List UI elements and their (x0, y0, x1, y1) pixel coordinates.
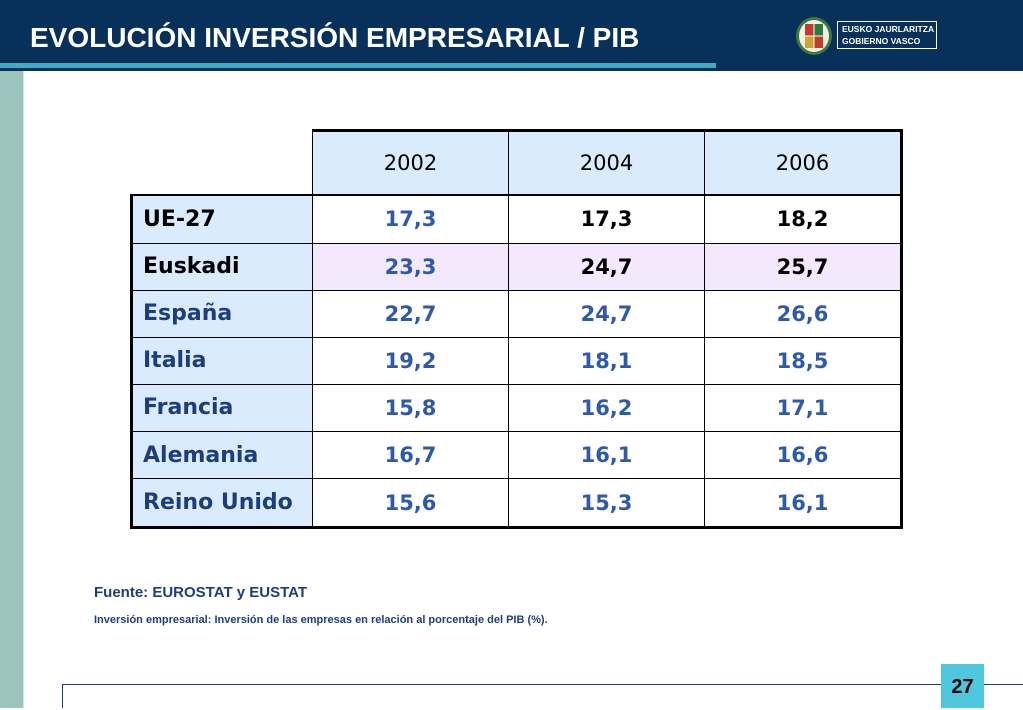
footer-rule-tick (62, 684, 63, 708)
logo-text-box: EUSKO JAURLARITZA GOBIERNO VASCO (837, 21, 937, 49)
row-label: Reino Unido (130, 478, 313, 529)
table-cell: 18,5 (704, 336, 903, 385)
table-row: España 22,7 24,7 26,6 (130, 289, 903, 338)
logo-line-basque: EUSKO JAURLARITZA (842, 24, 935, 34)
column-header: 2002 (312, 129, 509, 196)
table-row: Euskadi 23,3 24,7 25,7 (130, 242, 903, 291)
table-cell: 18,1 (508, 336, 705, 385)
table-cell: 16,1 (704, 478, 903, 529)
table-cell: 17,3 (508, 193, 705, 244)
table-row: UE-27 17,3 17,3 18,2 (130, 193, 903, 244)
left-band-edge (23, 71, 24, 708)
table-corner (131, 130, 313, 196)
row-label: Francia (130, 383, 313, 432)
title-underline (0, 63, 716, 68)
footer-rule (62, 684, 1023, 685)
slide-header (0, 0, 1023, 71)
slide-title: EVOLUCIÓN INVERSIÓN EMPRESARIAL / PIB (30, 22, 640, 53)
table-cell: 15,6 (312, 478, 509, 529)
row-label: Italia (130, 336, 313, 385)
table-row: Alemania 16,7 16,1 16,6 (130, 430, 903, 480)
row-label: Euskadi (130, 242, 313, 291)
table-cell: 16,1 (508, 430, 705, 480)
investment-table: 2002 2004 2006 UE-27 17,3 17,3 18,2 Eusk… (130, 129, 903, 529)
table-cell: 16,6 (704, 430, 903, 480)
table-row: Reino Unido 15,6 15,3 16,1 (130, 478, 903, 529)
table-cell: 18,2 (704, 193, 903, 244)
row-label: Alemania (130, 430, 313, 480)
table-cell: 16,7 (312, 430, 509, 480)
table-cell: 23,3 (312, 242, 509, 291)
table-cell: 22,7 (312, 289, 509, 338)
page-number-badge: 27 (941, 664, 984, 708)
table-cell: 26,6 (704, 289, 903, 338)
left-decorative-band (0, 71, 23, 708)
table-cell: 15,8 (312, 383, 509, 432)
table-cell: 24,7 (508, 242, 705, 291)
table-cell: 17,3 (312, 193, 509, 244)
definition-note: Inversión empresarial: Inversión de las … (94, 614, 548, 626)
table-cell: 25,7 (704, 242, 903, 291)
coat-of-arms-icon (796, 17, 832, 55)
table-row: Italia 19,2 18,1 18,5 (130, 336, 903, 385)
row-label: UE-27 (130, 193, 313, 244)
column-header: 2004 (508, 129, 705, 196)
table-cell: 19,2 (312, 336, 509, 385)
source-note: Fuente: EUROSTAT y EUSTAT (94, 584, 308, 601)
table-cell: 16,2 (508, 383, 705, 432)
table-header-row: 2002 2004 2006 (131, 129, 903, 196)
logo-line-spanish: GOBIERNO VASCO (842, 36, 921, 46)
table-cell: 15,3 (508, 478, 705, 529)
table-cell: 17,1 (704, 383, 903, 432)
table-cell: 24,7 (508, 289, 705, 338)
column-header: 2006 (704, 129, 903, 196)
table-row: Francia 15,8 16,2 17,1 (130, 383, 903, 432)
gobierno-vasco-logo: EUSKO JAURLARITZA GOBIERNO VASCO (795, 16, 945, 56)
row-label: España (130, 289, 313, 338)
